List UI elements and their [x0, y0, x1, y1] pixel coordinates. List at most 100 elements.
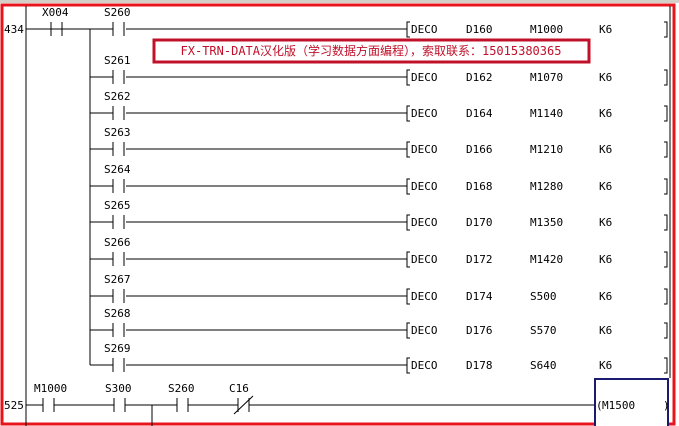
deco-instruction[interactable]: DECO D172 M1420 K6	[406, 251, 668, 268]
contact-label: S266	[104, 236, 131, 249]
contact-gap	[177, 397, 188, 413]
deco-instruction[interactable]: DECO D170 M1350 K6	[406, 214, 668, 231]
contact-gap	[43, 397, 54, 413]
contact-s260[interactable]: S260	[104, 6, 131, 36]
operand-source: D168	[466, 180, 493, 193]
step-number: 434	[4, 23, 24, 36]
instruction-name: DECO	[411, 324, 438, 337]
bracket-close	[664, 214, 668, 231]
operand-count: K6	[599, 23, 612, 36]
contact-s260[interactable]: S260	[168, 382, 195, 412]
coil-close: )	[663, 399, 670, 412]
operand-source: D160	[466, 23, 493, 36]
operand-dest: S570	[530, 324, 557, 337]
rung-branch[interactable]: DECO D172 M1420 K6	[90, 251, 668, 268]
contact-x004[interactable]: X004	[42, 6, 69, 36]
operand-source: D178	[466, 359, 493, 372]
rung-branch[interactable]: DECO D164 M1140 K6	[90, 105, 668, 122]
operand-dest: M1210	[530, 143, 563, 156]
instruction-name: DECO	[411, 180, 438, 193]
contact-s263[interactable]: S263	[104, 126, 131, 156]
contact-label: M1000	[34, 382, 67, 395]
contact-c16[interactable]: C16	[229, 382, 254, 415]
operand-count: K6	[599, 107, 612, 120]
rung-branch[interactable]: DECO D162 M1070 K6	[90, 69, 668, 86]
operand-dest: S640	[530, 359, 557, 372]
bracket-close	[664, 251, 668, 268]
step-number: 525	[4, 399, 24, 412]
operand-count: K6	[599, 71, 612, 84]
title-strip	[0, 0, 679, 3]
contact-label: S269	[104, 342, 131, 355]
contact-s264[interactable]: S264	[104, 163, 131, 193]
bracket-open	[406, 288, 410, 305]
coil-m1500[interactable]: (M1500)	[594, 378, 670, 426]
bracket-open	[406, 105, 410, 122]
contact-s268[interactable]: S268	[104, 307, 131, 337]
bracket-close	[664, 105, 668, 122]
bracket-close	[664, 141, 668, 158]
cursor-box	[594, 378, 669, 426]
operand-count: K6	[599, 143, 612, 156]
operand-dest: M1070	[530, 71, 563, 84]
operand-count: K6	[599, 180, 612, 193]
instruction-name: DECO	[411, 253, 438, 266]
contact-s262[interactable]: S262	[104, 90, 131, 120]
deco-instruction[interactable]: DECO D176 S570 K6	[406, 322, 668, 339]
contact-label: C16	[229, 382, 249, 395]
rung-branch[interactable]: DECO D160 M1000 K6	[90, 21, 668, 38]
bracket-close	[664, 69, 668, 86]
contact-s261[interactable]: S261	[104, 54, 131, 84]
operand-source: D164	[466, 107, 493, 120]
contact-m1000[interactable]: M1000	[34, 382, 67, 412]
contact-s300[interactable]: S300	[105, 382, 132, 412]
coil-label: M1500	[602, 399, 635, 412]
contact-s266[interactable]: S266	[104, 236, 131, 266]
contact-s269[interactable]: S269	[104, 342, 131, 372]
deco-instruction[interactable]: DECO D162 M1070 K6	[406, 69, 668, 86]
deco-instruction[interactable]: DECO D164 M1140 K6	[406, 105, 668, 122]
operand-count: K6	[599, 324, 612, 337]
rung-branch[interactable]: DECO D176 S570 K6	[90, 322, 668, 339]
bracket-open	[406, 69, 410, 86]
contact-s265[interactable]: S265	[104, 199, 131, 229]
operand-source: D166	[466, 143, 493, 156]
contact-label: S262	[104, 90, 131, 103]
bracket-open	[406, 251, 410, 268]
rung-branch[interactable]: DECO D168 M1280 K6	[90, 178, 668, 195]
bracket-close	[664, 322, 668, 339]
operand-dest: M1140	[530, 107, 563, 120]
operand-dest: M1350	[530, 216, 563, 229]
instruction-name: DECO	[411, 71, 438, 84]
deco-instruction[interactable]: DECO D178 S640 K6	[406, 357, 668, 374]
operand-dest: S500	[530, 290, 557, 303]
instruction-name: DECO	[411, 143, 438, 156]
deco-instruction[interactable]: DECO D160 M1000 K6	[406, 21, 668, 38]
contact-s267[interactable]: S267	[104, 273, 131, 303]
operand-count: K6	[599, 253, 612, 266]
operand-count: K6	[599, 216, 612, 229]
rung-branch[interactable]: DECO D178 S640 K6	[90, 357, 668, 374]
contact-label: S268	[104, 307, 131, 320]
operand-source: D174	[466, 290, 493, 303]
bracket-open	[406, 322, 410, 339]
instruction-name: DECO	[411, 23, 438, 36]
bracket-open	[406, 357, 410, 374]
rung-branch[interactable]: DECO D174 S500 K6	[90, 288, 668, 305]
bracket-open	[406, 178, 410, 195]
rung-branch[interactable]: DECO D170 M1350 K6	[90, 214, 668, 231]
instruction-name: DECO	[411, 290, 438, 303]
deco-instruction[interactable]: DECO D166 M1210 K6	[406, 141, 668, 158]
contact-label: S265	[104, 199, 131, 212]
contact-label: X004	[42, 6, 69, 19]
note-banner-box	[152, 38, 591, 64]
deco-instruction[interactable]: DECO D168 M1280 K6	[406, 178, 668, 195]
rung-branch[interactable]: DECO D166 M1210 K6	[90, 141, 668, 158]
bracket-close	[664, 357, 668, 374]
contact-label: S260	[104, 6, 131, 19]
deco-instruction[interactable]: DECO D174 S500 K6	[406, 288, 668, 305]
selection-frame	[0, 3, 676, 426]
operand-source: D172	[466, 253, 493, 266]
